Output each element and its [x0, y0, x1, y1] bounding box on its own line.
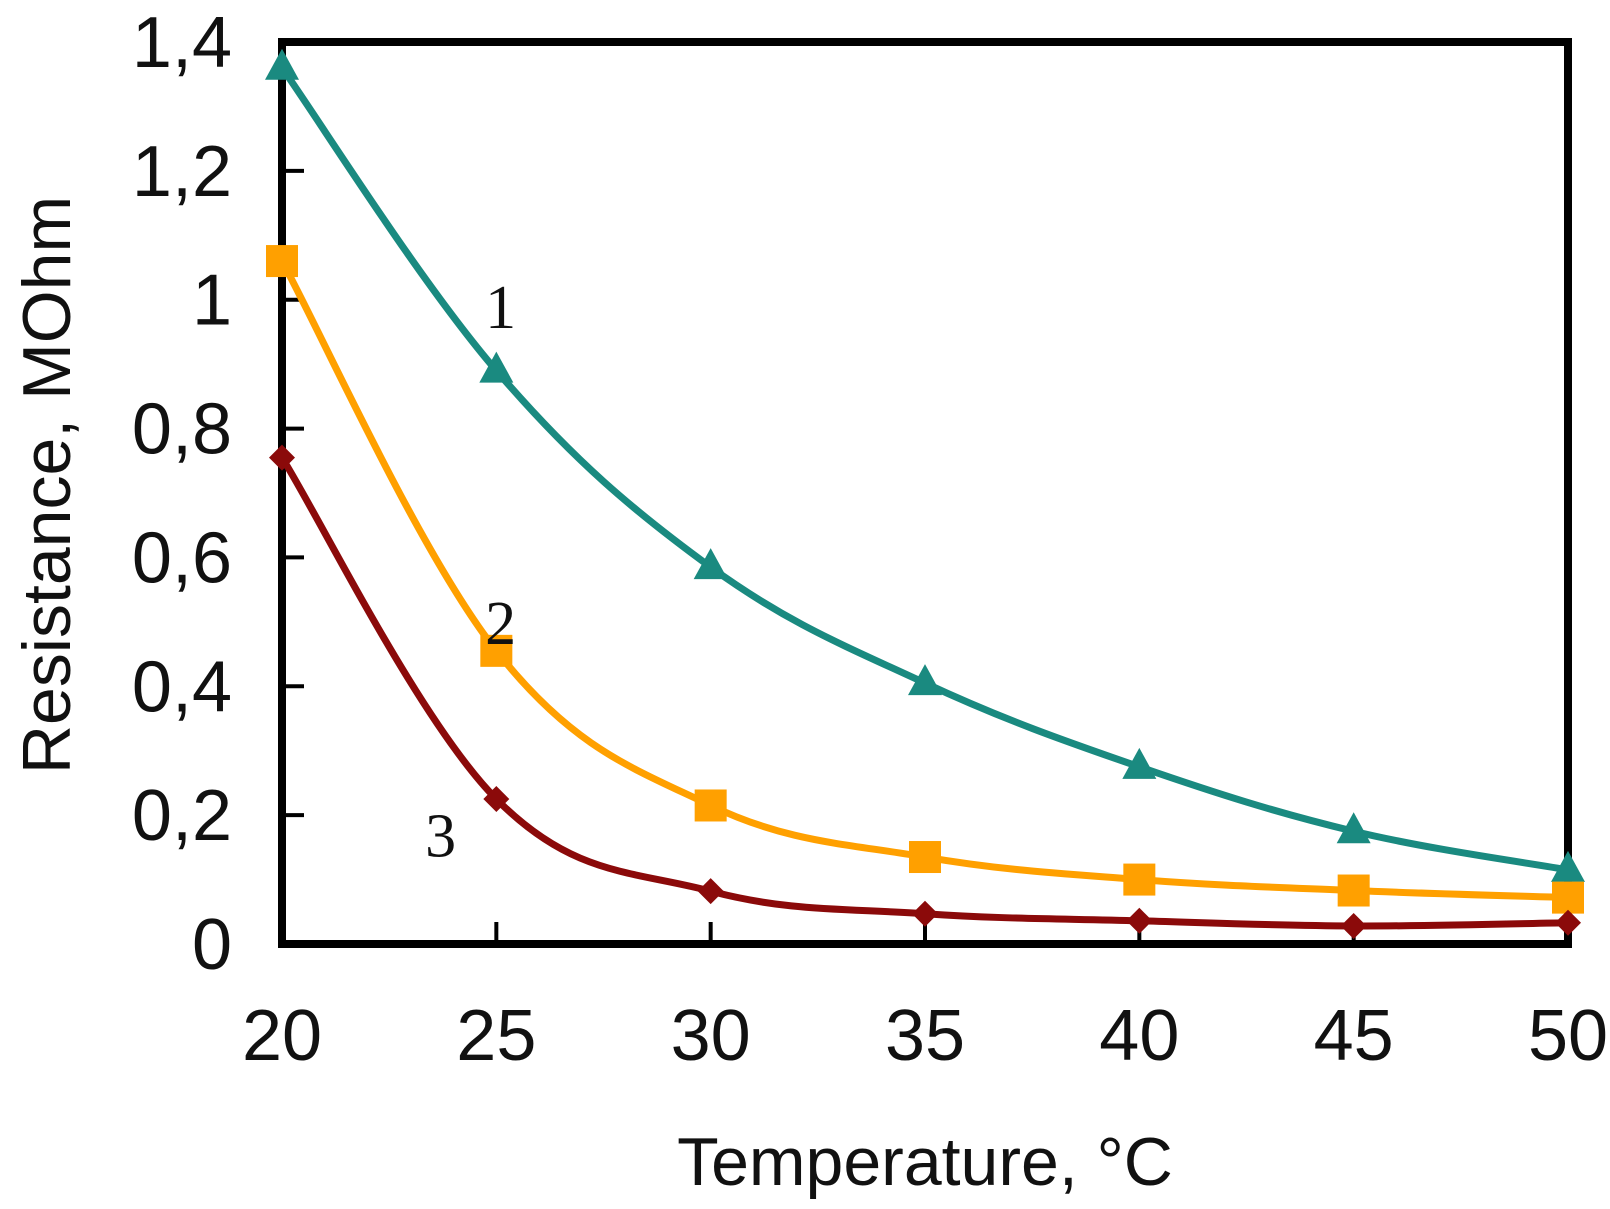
- series-2-point: [1337, 874, 1370, 907]
- series-1-point: [693, 548, 728, 580]
- series-1-point: [908, 664, 942, 696]
- series-1-line: [278, 64, 1572, 874]
- series-1-label: 1: [485, 274, 516, 342]
- y-axis-title: Resistance, MOhm: [9, 196, 85, 774]
- series-3-point: [912, 900, 938, 927]
- series-3-point: [1555, 909, 1581, 936]
- series-3-label: 3: [425, 802, 456, 870]
- x-tick-label: 25: [456, 996, 536, 1076]
- y-tick-label: 0,2: [132, 776, 232, 856]
- x-tick-label: 40: [1099, 996, 1179, 1076]
- series-lines: [278, 64, 1572, 930]
- plot-frame: [278, 38, 1572, 948]
- y-tick-label: 0,6: [132, 518, 232, 598]
- series-1-point: [265, 48, 299, 80]
- series-2-point: [266, 245, 298, 278]
- series-2-point: [480, 634, 513, 667]
- series-3-point: [697, 878, 724, 905]
- series-markers: [265, 48, 1585, 939]
- plot-area: [278, 38, 1572, 948]
- series-2-point: [694, 789, 727, 822]
- x-tick-label: 45: [1314, 996, 1394, 1076]
- series-1-point: [479, 351, 514, 383]
- x-axis-title: Temperature, °C: [677, 1124, 1173, 1200]
- y-tick-label: 0,4: [132, 647, 232, 727]
- series-1-point: [1122, 747, 1157, 779]
- x-tick-label: 20: [242, 996, 322, 1076]
- x-tick-label: 35: [885, 996, 965, 1076]
- y-tick-label: 0,8: [132, 390, 232, 470]
- y-tick-label: 1,2: [132, 132, 232, 212]
- x-tick-label: 50: [1528, 996, 1608, 1076]
- x-tick-label: 30: [671, 996, 751, 1076]
- series-2-point: [1552, 881, 1584, 914]
- y-tick-label: 1: [192, 261, 232, 341]
- y-axis: 0 0,2 0,4 0,6 0,8 1 1,2 1,4: [132, 3, 304, 985]
- series-3-point: [1340, 912, 1367, 939]
- series-3-point: [1126, 907, 1153, 934]
- series-2-label: 2: [485, 590, 516, 658]
- series-1-point: [1551, 850, 1585, 882]
- series-3-point: [269, 444, 295, 471]
- series-3-point: [483, 786, 510, 813]
- series-labels: 1 2 3: [425, 274, 516, 870]
- x-axis: 20 25 30 35 40 45 50: [242, 922, 1608, 1076]
- series-2-line: [278, 257, 1572, 902]
- series-1-point: [1336, 812, 1371, 844]
- y-tick-label: 1,4: [132, 3, 232, 83]
- series-2-point: [1123, 863, 1156, 896]
- y-tick-label: 0: [192, 905, 232, 985]
- series-2-point: [909, 841, 941, 874]
